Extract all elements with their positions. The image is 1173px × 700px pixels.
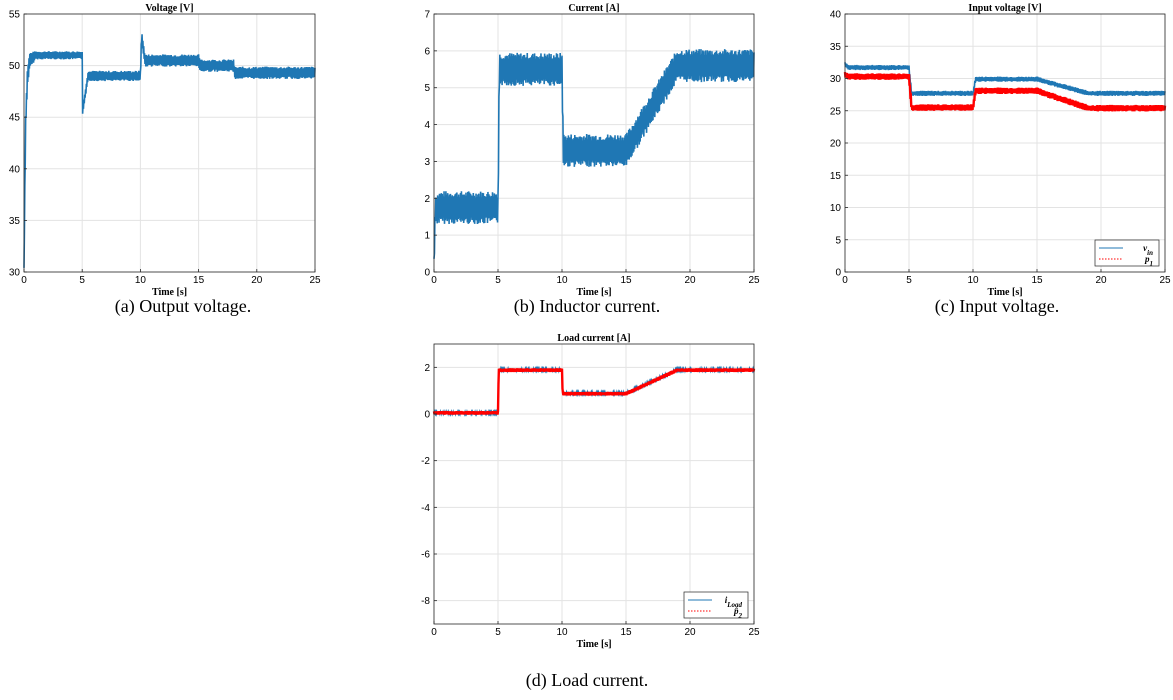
y-tick-label: 1	[424, 231, 430, 242]
y-tick-label: 35	[830, 42, 842, 53]
x-tick-label: 0	[21, 275, 27, 286]
x-axis-label: Time [s]	[576, 639, 611, 650]
x-tick-label: 25	[748, 627, 760, 638]
y-tick-label: 20	[830, 139, 842, 150]
chart-title: Voltage [V]	[145, 3, 193, 14]
y-tick-label: 50	[9, 61, 21, 72]
series-line-0	[23, 34, 316, 268]
y-tick-label: 30	[830, 74, 842, 85]
y-tick-label: 2	[424, 363, 430, 374]
x-tick-label: 5	[79, 275, 85, 286]
x-tick-label: 25	[1159, 275, 1171, 286]
legend-label: p̂2	[733, 606, 743, 620]
axes-frame	[23, 13, 316, 273]
series-line-iload	[433, 365, 755, 417]
x-tick-label: 5	[906, 275, 912, 286]
caption-b: (b) Inductor current.	[513, 296, 661, 316]
x-tick-label: 15	[620, 627, 632, 638]
chart-input-voltage: 0 5 10 15 20 25 0 5 10 15 20 25 30 35 40 Input voltage …	[820, 0, 1171, 298]
chart-input-voltage-svg: 0 5 10 15 20 25 0 5 10 15 20 25 30 35 40 Input voltage …	[830, 3, 1171, 298]
y-tick-label: 55	[9, 10, 21, 21]
y-tick-label: -2	[421, 456, 430, 467]
x-tick-label: 20	[684, 275, 696, 286]
chart-load-current: 0 5 10 15 20 25 -8 -6 -4 -2 0 2 Load current [A] Time…	[410, 330, 760, 660]
x-tick-label: 15	[1031, 275, 1043, 286]
axes-frame	[433, 13, 755, 273]
x-axis-label: Time [s]	[152, 287, 187, 298]
x-tick-label: 25	[748, 275, 760, 286]
x-tick-label: 10	[967, 275, 979, 286]
chart-load-current-svg: 0 5 10 15 20 25 -8 -6 -4 -2 0 2 Load current [A] Time…	[421, 333, 760, 650]
series-line-0	[433, 49, 755, 259]
y-tick-label: 5	[424, 83, 430, 94]
legend-label: p1	[1144, 254, 1153, 268]
chart-inductor-current: 0 5 10 15 20 25 0 1 2 3 4 5 6 7 Current [A] Time [s]	[410, 0, 760, 298]
y-tick-label: 35	[9, 216, 21, 227]
legend-label: vin	[1143, 243, 1153, 257]
x-tick-label: 10	[135, 275, 147, 286]
chart-inductor-current-svg: 0 5 10 15 20 25 0 1 2 3 4 5 6 7 Current [A] Time [s]	[424, 3, 760, 298]
chart-title: Load current [A]	[557, 333, 630, 344]
y-tick-label: 40	[9, 164, 21, 175]
y-tick-label: -6	[421, 550, 430, 561]
legend-box	[1094, 239, 1160, 267]
y-tick-label: -8	[421, 596, 430, 607]
x-tick-label: 5	[495, 627, 501, 638]
y-tick-label: 10	[830, 203, 842, 214]
x-tick-label: 25	[309, 275, 321, 286]
x-tick-label: 10	[556, 275, 568, 286]
chart-title: Current [A]	[568, 3, 619, 14]
series-line-vin	[844, 62, 1166, 96]
x-tick-label: 10	[556, 627, 568, 638]
caption-c: (c) Input voltage.	[934, 296, 1060, 316]
y-tick-label: 0	[835, 268, 841, 279]
y-tick-label: 25	[830, 106, 842, 117]
chart-output-voltage: 0 5 10 15 20 25 30 35 40 45 50 55 Voltage [V] Time [s…	[0, 0, 330, 298]
axes-frame	[433, 343, 755, 625]
y-tick-label: 40	[830, 10, 842, 21]
x-tick-label: 20	[1095, 275, 1107, 286]
series-line-p2	[432, 368, 756, 415]
x-tick-label: 20	[684, 627, 696, 638]
x-tick-label: 0	[842, 275, 848, 286]
chart-output-voltage-svg: 0 5 10 15 20 25 30 35 40 45 50 55 Voltage [V] Time [s…	[9, 3, 321, 298]
y-tick-label: 6	[424, 46, 430, 57]
legend-box	[683, 591, 749, 619]
x-tick-label: 15	[620, 275, 632, 286]
y-tick-label: 3	[424, 157, 430, 168]
y-tick-label: 45	[9, 113, 21, 124]
x-tick-label: 0	[431, 627, 437, 638]
x-tick-label: 5	[495, 275, 501, 286]
x-tick-label: 20	[251, 275, 263, 286]
y-tick-label: 15	[830, 171, 842, 182]
x-axis-label: Time [s]	[576, 287, 611, 298]
y-tick-label: 4	[424, 120, 430, 131]
x-axis-label: Time [s]	[987, 287, 1022, 298]
caption-d: (d) Load current.	[525, 670, 649, 690]
y-tick-label: 30	[9, 268, 21, 279]
caption-a: (a) Output voltage.	[114, 296, 252, 316]
y-tick-label: 0	[424, 410, 430, 421]
x-tick-label: 0	[431, 275, 437, 286]
x-tick-label: 15	[193, 275, 205, 286]
y-tick-label: 5	[835, 235, 841, 246]
chart-title: Input voltage [V]	[968, 3, 1041, 14]
y-tick-label: 7	[424, 10, 430, 21]
y-tick-label: -4	[421, 503, 430, 514]
series-line-p1	[843, 71, 1167, 112]
y-tick-label: 0	[424, 268, 430, 279]
y-tick-label: 2	[424, 194, 430, 205]
